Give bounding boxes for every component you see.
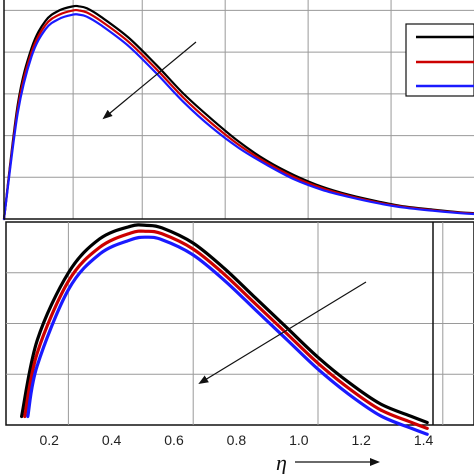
x-tick-label-2: 0.6 <box>164 432 184 448</box>
x-axis-label: η <box>276 450 287 474</box>
top-panel <box>2 0 474 221</box>
x-tick-label-6: 1.4 <box>414 432 434 448</box>
top-grid <box>4 0 474 219</box>
trend-arrow-top <box>102 41 197 120</box>
x-tick-label-4: 1.0 <box>289 432 309 448</box>
bottom-series-line-red <box>23 229 429 430</box>
bottom-series-line-black <box>20 223 429 425</box>
x-tick-label-0: 0.2 <box>39 432 59 448</box>
top-series-line-blue <box>2 13 474 221</box>
x-tick-label-5: 1.2 <box>351 432 371 448</box>
top-plot-area <box>4 0 474 219</box>
bottom-grid <box>6 222 474 425</box>
bottom-series-group <box>20 223 429 436</box>
legend <box>405 23 474 97</box>
bottom-series-line-blue <box>26 235 429 436</box>
bottom-x-tick-labels: 0.2 0.4 0.6 0.8 1.0 1.2 1.4 <box>39 432 433 448</box>
x-tick-label-1: 0.4 <box>102 432 122 448</box>
top-series-group <box>2 4 474 221</box>
trend-arrow-bottom <box>198 281 367 385</box>
x-tick-label-3: 0.8 <box>227 432 247 448</box>
bottom-panel: 0.2 0.4 0.6 0.8 1.0 1.2 1.4 η <box>5 221 474 474</box>
